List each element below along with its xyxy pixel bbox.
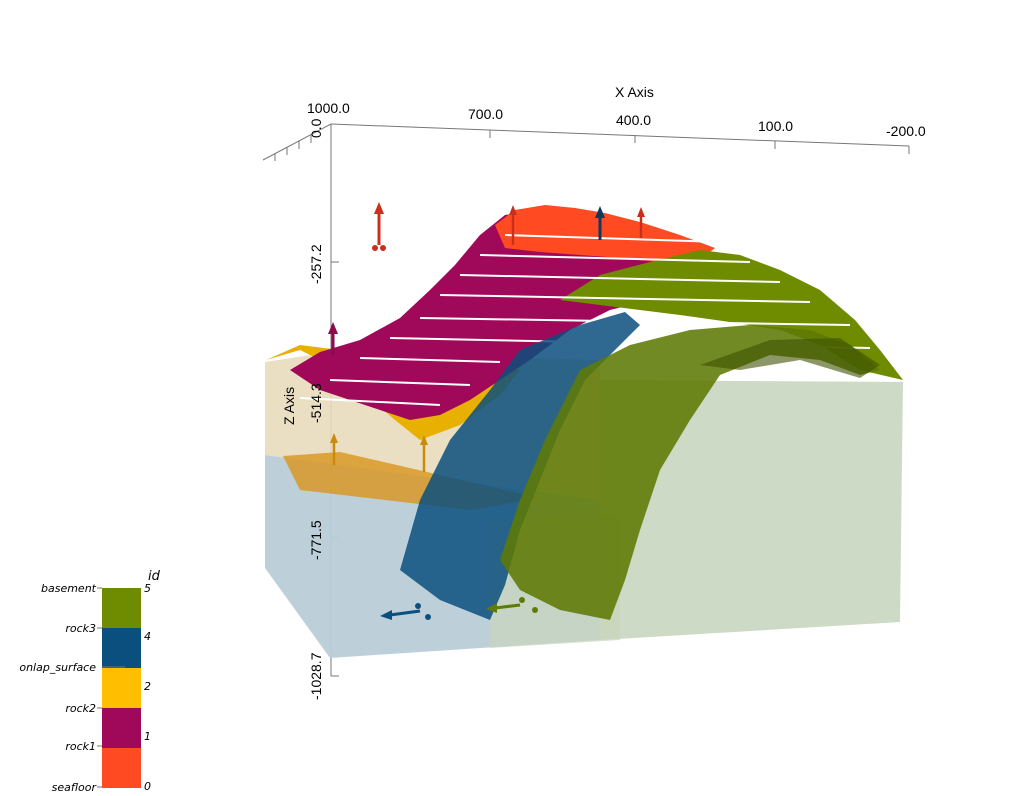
x-axis-title: X Axis: [615, 84, 654, 100]
legend-label-onlap-surface: onlap_surface: [19, 661, 96, 674]
basement-fault-surface: [500, 325, 880, 620]
legend-swatch-seafloor: [102, 748, 141, 788]
color-legend: id basement rock3 onlap_surface rock2 ro…: [19, 569, 160, 794]
onlap-arrow-2: [420, 435, 428, 472]
rock3-arrow-top: [595, 206, 605, 240]
legend-swatch-onlap-surface: [102, 668, 141, 708]
basement-fault-arrow: [486, 597, 538, 613]
z-tick-label: -514.3: [308, 383, 324, 423]
legend-label-rock2: rock2: [65, 702, 96, 715]
onlap-arrow-1: [330, 433, 338, 465]
basement-top-surface: [560, 250, 903, 380]
z-tick-label: 0.0: [308, 118, 324, 138]
legend-id-seafloor: 0: [144, 780, 151, 793]
z-tick-label: -1028.7: [308, 652, 324, 700]
legend-title: id: [148, 569, 161, 584]
z-tick-label: -771.5: [308, 520, 324, 560]
orientation-markers: [328, 202, 645, 620]
legend-label-rock3: rock3: [65, 622, 96, 635]
legend-label-basement: basement: [41, 582, 97, 595]
legend-label-rock1: rock1: [65, 740, 96, 753]
rock3-fault-arrow: [380, 603, 431, 620]
box-right-face: [600, 380, 903, 640]
x-tick-label: -200.0: [886, 123, 926, 139]
seafloor-orientation-arrow: [372, 202, 386, 251]
legend-id-rock3: 4: [144, 630, 151, 643]
topography-surface: [266, 205, 903, 440]
x-tick-label: 700.0: [468, 106, 503, 122]
rock1-surface: [290, 210, 720, 420]
legend-swatch-basement: [102, 588, 141, 628]
seafloor-arrow-2: [509, 205, 517, 245]
x-tick-label: 100.0: [758, 118, 793, 134]
z-axis-title: Z Axis: [281, 387, 297, 425]
legend-swatch-rock3: [102, 628, 141, 668]
legend-id-rock1: 1: [144, 730, 151, 743]
legend-id-onlap-surface: 2: [144, 680, 151, 693]
seafloor-arrow-3: [637, 207, 645, 238]
legend-label-seafloor: seafloor: [52, 781, 98, 794]
rock1-orientation-arrow: [328, 322, 338, 355]
seafloor-surface: [495, 205, 715, 262]
x-tick-label: 400.0: [616, 112, 651, 128]
legend-swatch-rock1: [102, 708, 141, 748]
z-tick-label: -257.2: [308, 244, 324, 284]
x-tick-label: 1000.0: [307, 100, 350, 116]
basement-fault-shadow: [700, 338, 880, 378]
legend-id-basement: 5: [144, 582, 151, 595]
